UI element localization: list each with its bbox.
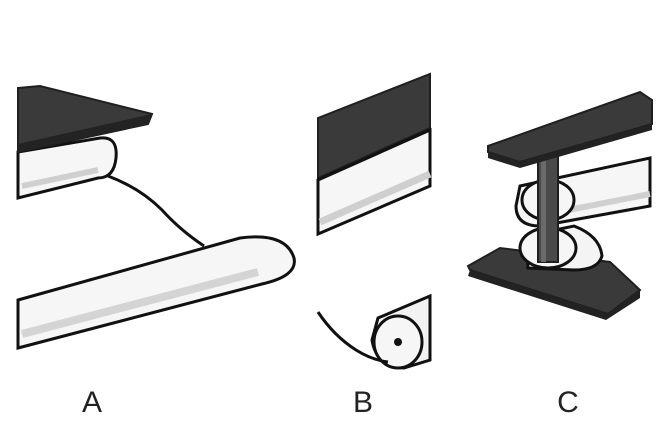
panel-label-c: C	[557, 386, 579, 419]
panel-a-illustration	[16, 84, 296, 350]
panel-a-strand	[107, 174, 205, 248]
panel-c-illustration	[466, 90, 653, 320]
panel-b-strand	[316, 311, 389, 364]
panel-a-lower-roller	[16, 235, 296, 350]
panel-label-b: B	[352, 386, 374, 419]
panel-b-plate	[317, 72, 431, 180]
panel-label-a: A	[81, 386, 103, 419]
panel-b-illustration	[316, 72, 432, 370]
